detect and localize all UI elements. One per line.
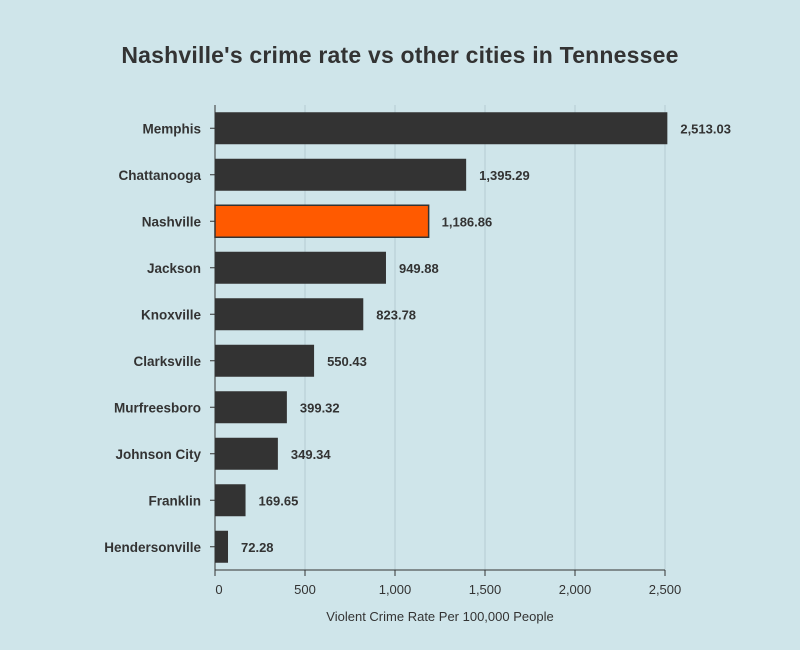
- category-label: Knoxville: [141, 307, 202, 322]
- value-label: 949.88: [399, 261, 439, 276]
- category-label: Johnson City: [115, 447, 201, 462]
- value-label: 1,395.29: [479, 168, 530, 183]
- bar: [215, 484, 246, 517]
- bar: [214, 204, 430, 238]
- value-label: 2,513.03: [680, 121, 731, 136]
- value-label: 823.78: [376, 307, 416, 322]
- value-label: 399.32: [300, 400, 340, 415]
- x-tick-label: 2,000: [559, 582, 592, 597]
- value-label: 72.28: [241, 540, 274, 555]
- bar: [215, 344, 315, 377]
- bar: [215, 112, 668, 145]
- category-label: Jackson: [147, 261, 201, 276]
- x-tick-label: 1,000: [379, 582, 412, 597]
- value-label: 349.34: [291, 447, 332, 462]
- x-axis-title: Violent Crime Rate Per 100,000 People: [326, 609, 553, 624]
- x-tick-label: 1,500: [469, 582, 502, 597]
- category-label: Clarksville: [133, 354, 201, 369]
- value-label: 550.43: [327, 354, 367, 369]
- x-tick-label: 0: [215, 582, 222, 597]
- category-label: Murfreesboro: [114, 400, 201, 415]
- bar: [215, 437, 278, 470]
- bar: [215, 251, 386, 284]
- chart-title: Nashville's crime rate vs other cities i…: [121, 42, 679, 68]
- bar: [215, 391, 287, 424]
- category-label: Hendersonville: [104, 540, 201, 555]
- category-label: Franklin: [148, 493, 201, 508]
- bar: [215, 530, 229, 563]
- value-label: 169.65: [259, 493, 299, 508]
- category-label: Nashville: [142, 214, 202, 229]
- x-tick-label: 2,500: [649, 582, 682, 597]
- category-label: Memphis: [142, 121, 201, 136]
- bar: [215, 298, 364, 331]
- category-label: Chattanooga: [119, 168, 202, 183]
- bar: [215, 158, 467, 191]
- value-label: 1,186.86: [442, 214, 493, 229]
- x-tick-label: 500: [294, 582, 316, 597]
